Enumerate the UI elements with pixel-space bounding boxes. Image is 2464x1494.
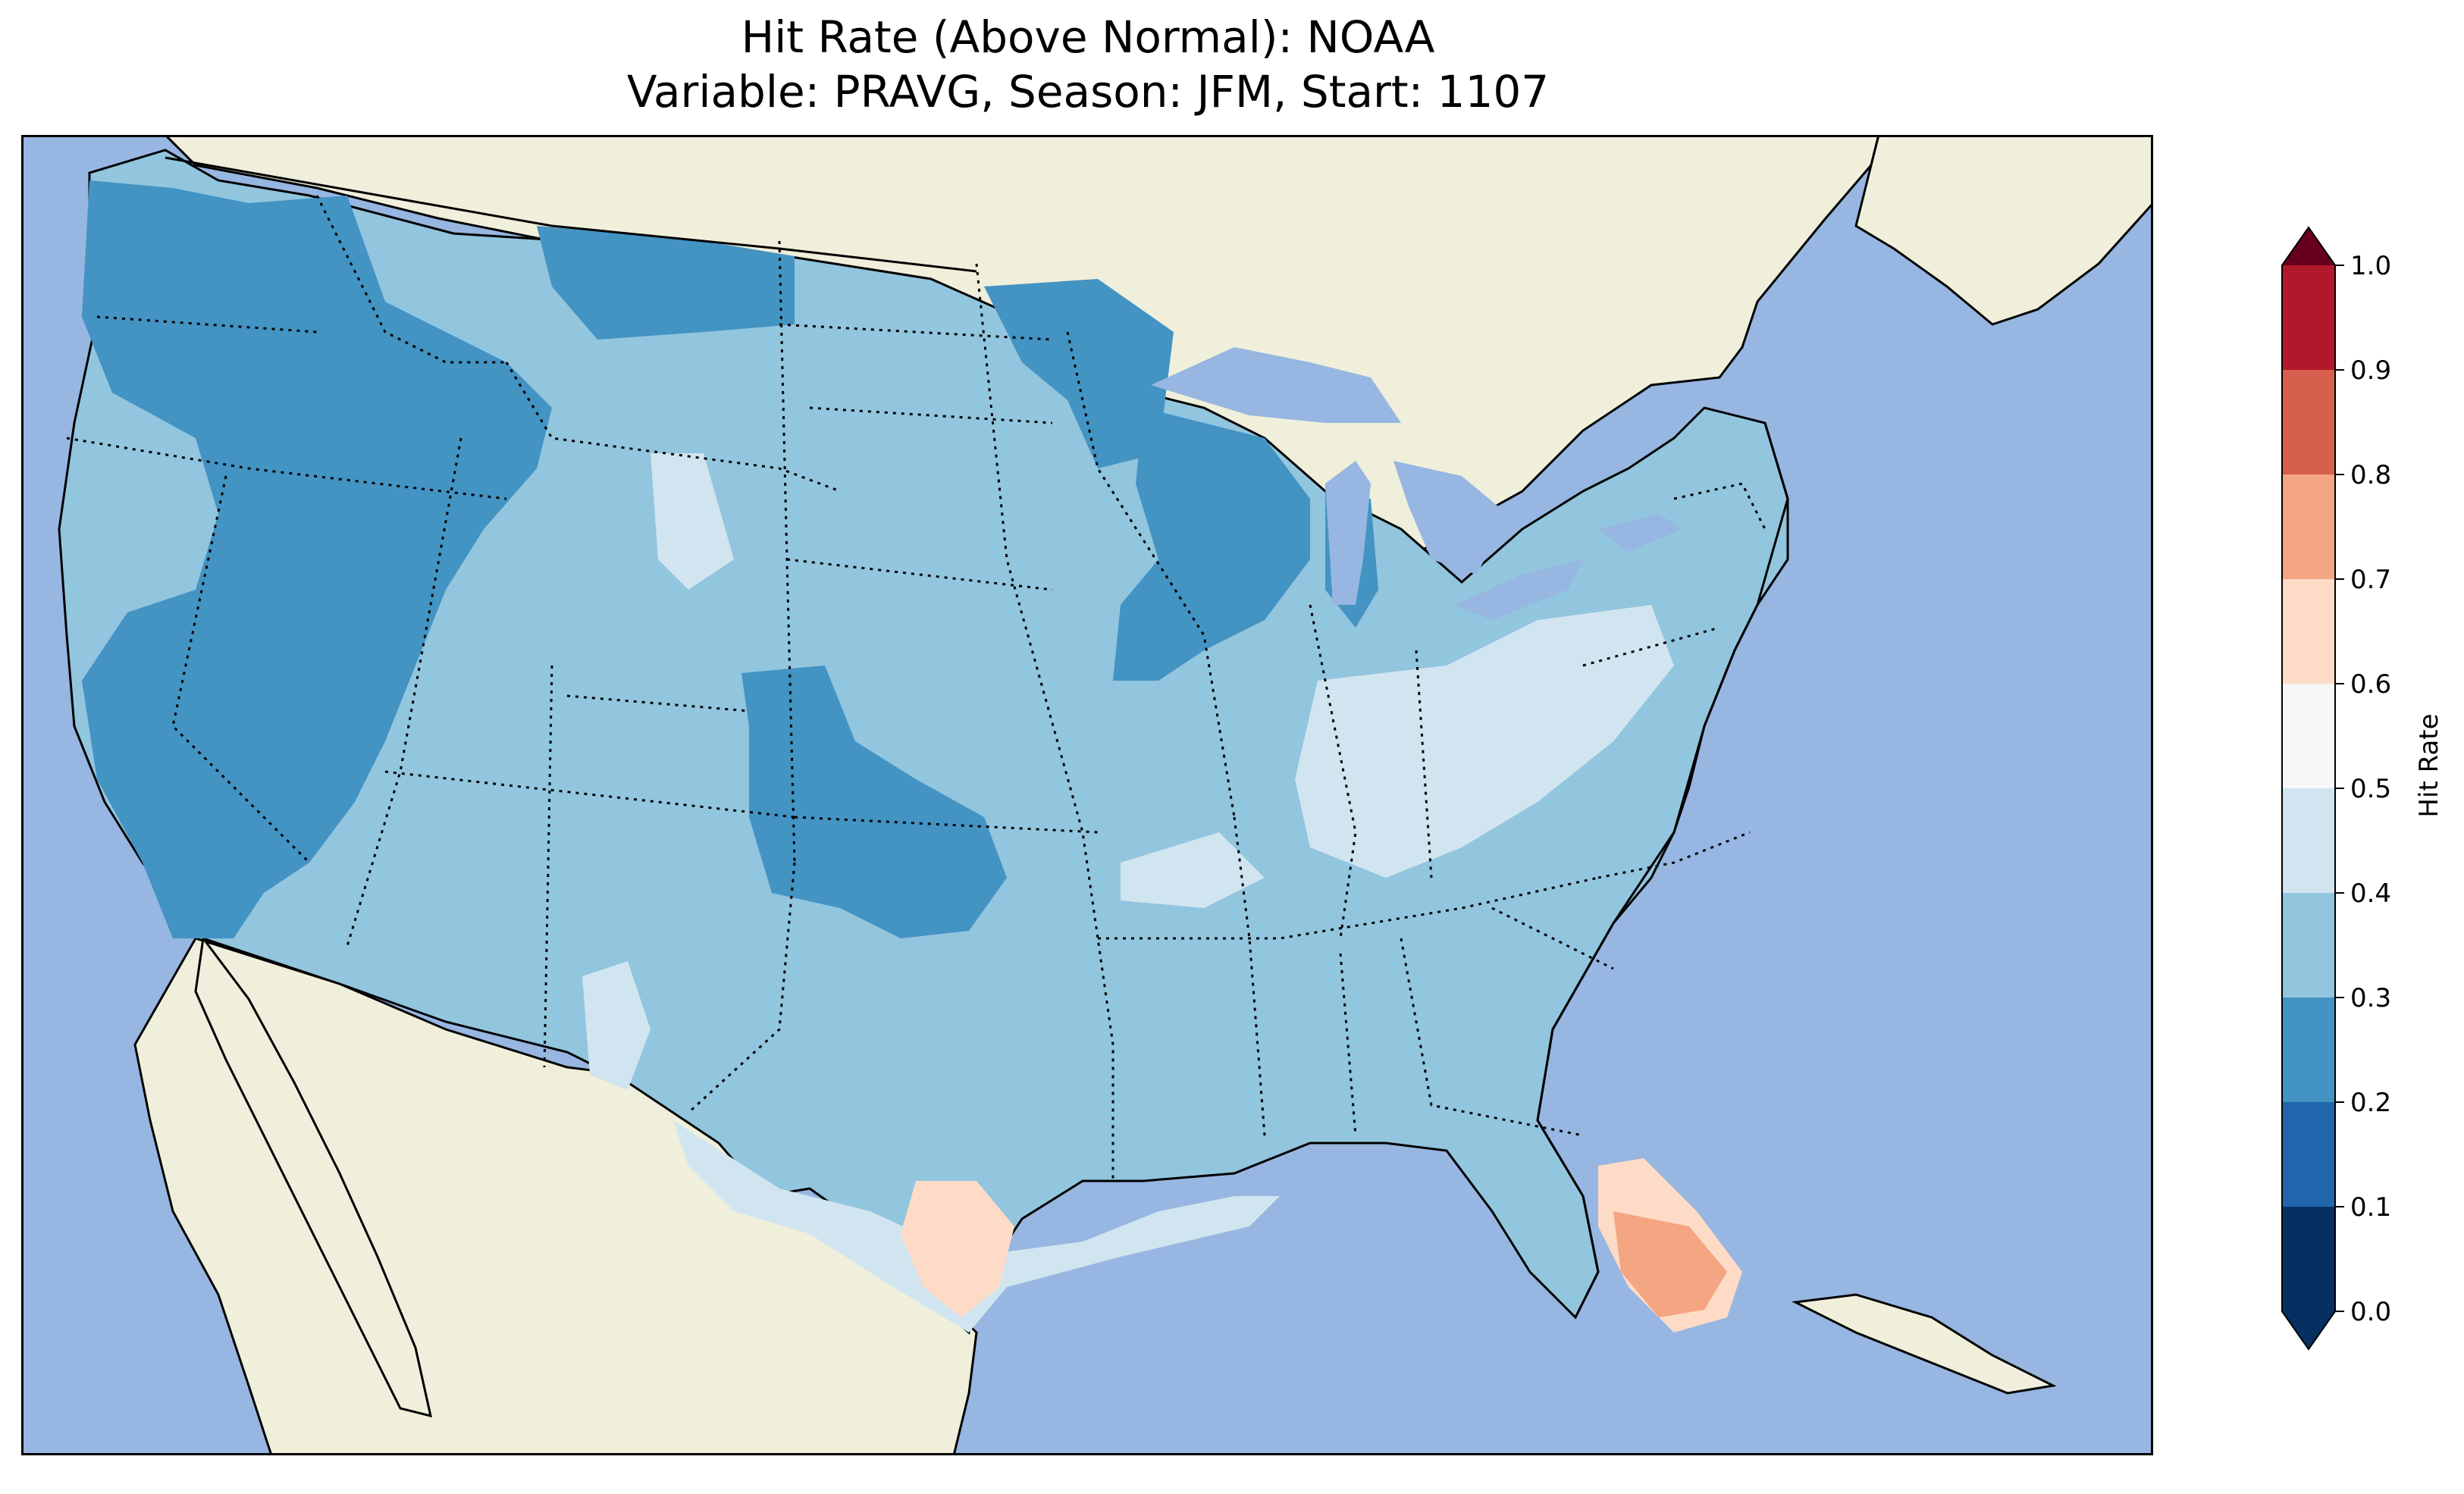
- lake-michigan: [1325, 461, 1371, 605]
- map-panel: [21, 135, 2153, 1455]
- lake-erie: [1454, 559, 1583, 620]
- region-northwest-0.2-0.3: [82, 180, 552, 938]
- region-wisconsin-0.2-0.3: [1113, 408, 1310, 681]
- colorbar-bin: [2282, 265, 2335, 370]
- colorbar-bin: [2282, 370, 2335, 475]
- colorbar-segments: [2281, 226, 2336, 1351]
- colorbar-tick-label: 0.6: [2350, 669, 2391, 700]
- colorbar-tick-label: 0.2: [2350, 1088, 2391, 1118]
- region-kentucky-0.4-0.5: [1121, 832, 1265, 908]
- colorbar-extend-over: [2282, 227, 2335, 265]
- colorbar-tick-label: 0.9: [2350, 355, 2391, 386]
- colorbar: 0.0 0.1 0.2 0.3 0.4 0.5 0.6 0.7 0.8 0.9 1.0 Hit Ra…: [2281, 226, 2444, 1351]
- baja-california: [194, 935, 432, 1418]
- colorbar-tick-label: 0.7: [2350, 565, 2391, 595]
- colorbar-bin: [2282, 684, 2335, 788]
- colorbar-bin: [2282, 893, 2335, 998]
- colorbar-tick-label: 0.8: [2350, 460, 2391, 490]
- region-wyoming-0.4-0.5: [650, 453, 734, 590]
- region-montana-0.2-0.3: [537, 226, 795, 340]
- region-florida-0.6-0.7: [1613, 1211, 1727, 1317]
- colorbar-tick-label: 1.0: [2350, 251, 2391, 281]
- us-canada-border: [165, 156, 977, 273]
- map-title: Hit Rate (Above Normal): NOAA: [741, 11, 1435, 63]
- cuba-land: [1791, 1293, 2057, 1395]
- map-frame: [21, 135, 2153, 1455]
- colorbar-ticks: 0.0 0.1 0.2 0.3 0.4 0.5 0.6 0.7 0.8 0.9 1.0: [2335, 251, 2391, 1327]
- lake-ontario: [1598, 514, 1682, 552]
- colorbar-bin: [2282, 1207, 2335, 1311]
- region-upper-midwest-0.2-0.3: [984, 279, 1174, 468]
- state-boundaries: [66, 195, 1766, 1181]
- map-subtitle: Variable: PRAVG, Season: JFM, Start: 110…: [626, 66, 1550, 117]
- lake-superior: [1151, 347, 1401, 423]
- region-south-texas-0.5-0.6: [901, 1181, 1014, 1317]
- region-new-mexico-0.4-0.5: [582, 961, 650, 1090]
- lake-huron: [1393, 461, 1507, 575]
- colorbar-bin: [2282, 788, 2335, 893]
- colorbar-bin: [2282, 579, 2335, 684]
- colorbar-tick-label: 0.1: [2350, 1192, 2391, 1223]
- atlantic-canada-land: [1854, 135, 2153, 326]
- colorbar-tick-label: 0.0: [2350, 1297, 2391, 1327]
- atlantic-coastline: [1536, 422, 1789, 1318]
- colorbar-tick-label: 0.4: [2350, 879, 2391, 909]
- colorbar-extend-under: [2282, 1311, 2335, 1349]
- colorbar-tick-label: 0.3: [2350, 983, 2391, 1013]
- colorbar-bin: [2282, 475, 2335, 579]
- region-central-plains-0.2-0.3: [741, 666, 1007, 938]
- colorbar-label: Hit Rate: [2414, 713, 2444, 817]
- colorbar-tick-label: 0.5: [2350, 774, 2391, 804]
- colorbar-bin: [2282, 1102, 2335, 1207]
- region-ohio-valley-0.4-0.5: [1295, 605, 1674, 878]
- colorbar-bin: [2282, 998, 2335, 1102]
